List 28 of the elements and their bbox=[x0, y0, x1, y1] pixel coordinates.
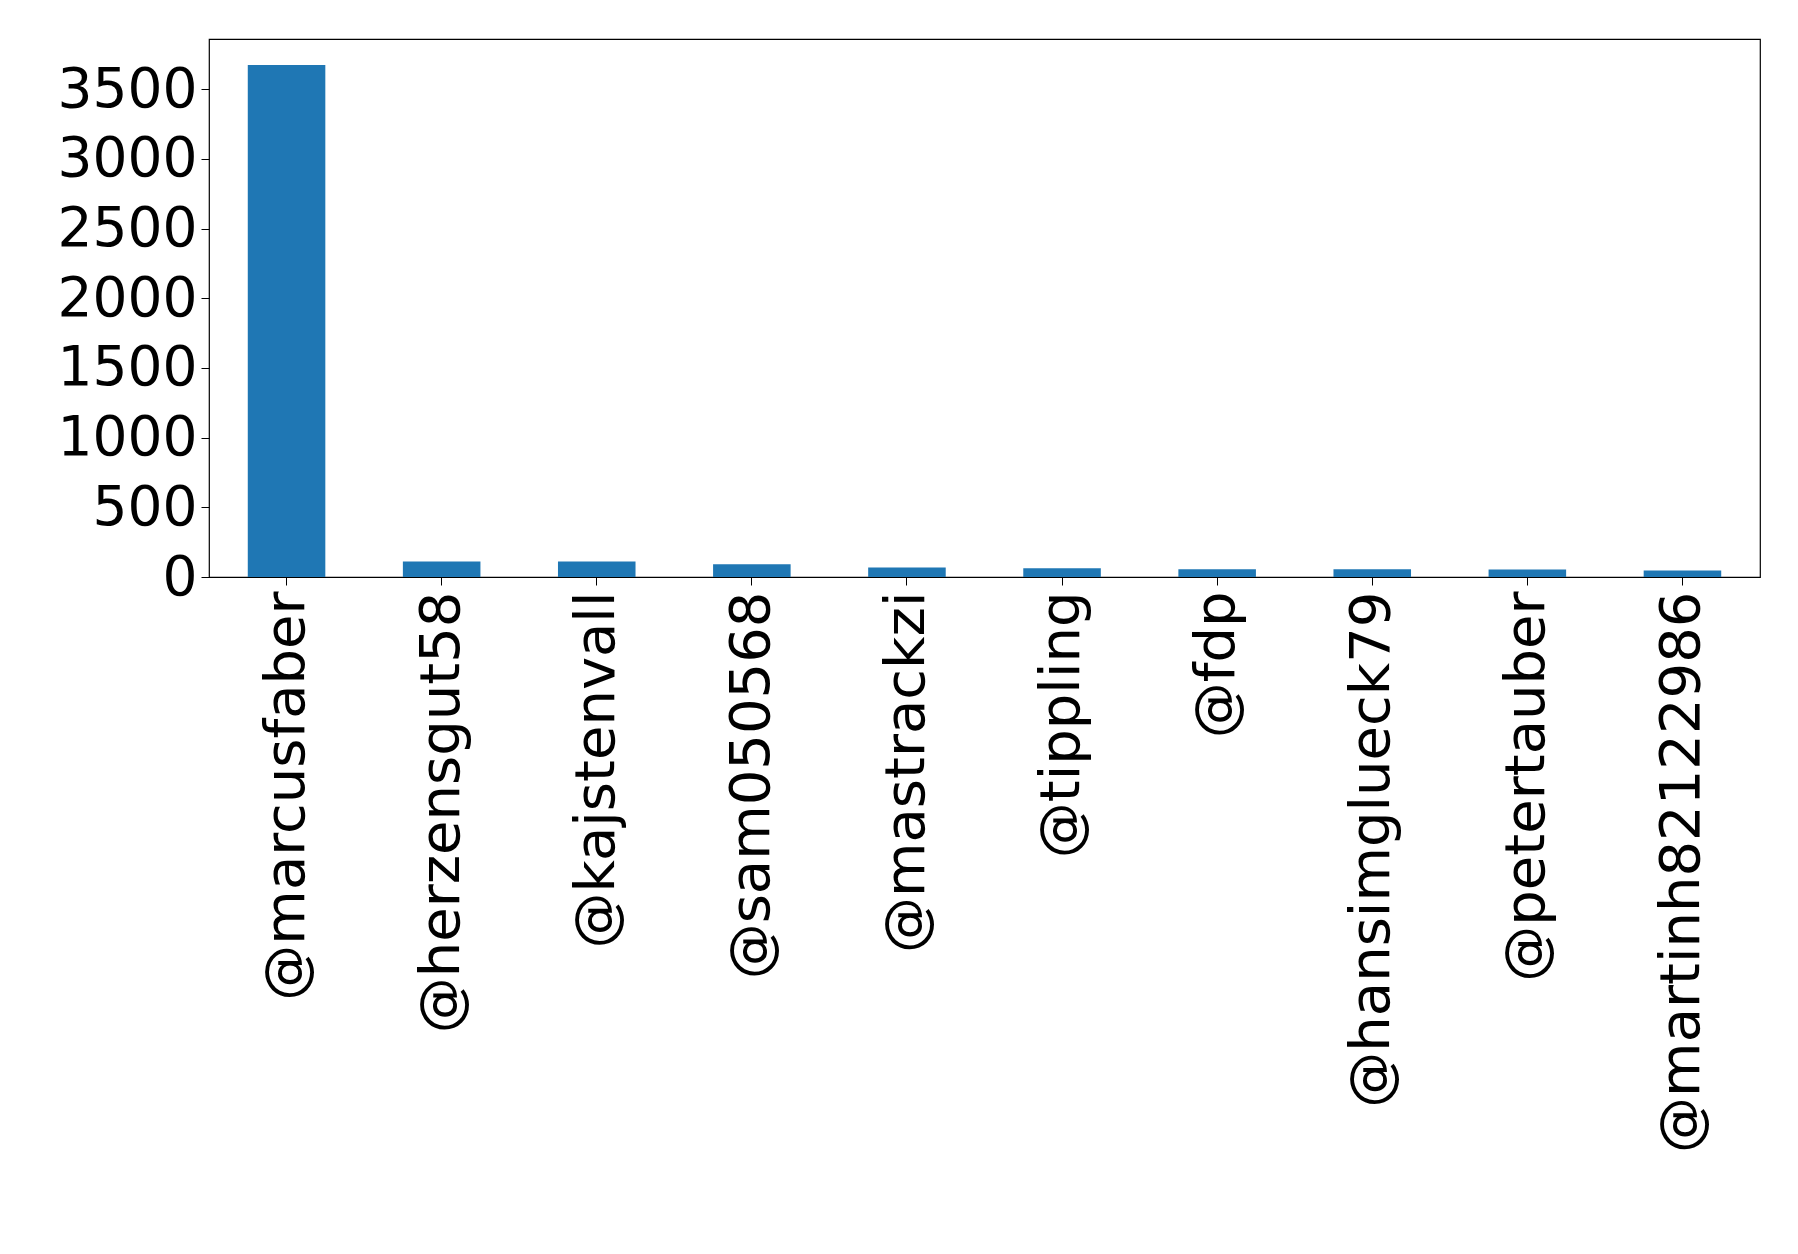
bar bbox=[1178, 569, 1256, 577]
x-tick-label: @herzensgut58 bbox=[406, 591, 472, 1034]
y-tick-label: 1000 bbox=[57, 404, 198, 469]
bar bbox=[868, 567, 946, 577]
x-tick-label: @tippling bbox=[1027, 591, 1093, 859]
x-tick-label: @kajstenvall bbox=[561, 591, 627, 949]
y-tick-label: 0 bbox=[162, 543, 198, 608]
y-tick-label: 2500 bbox=[57, 195, 198, 260]
x-tick-label: @petertauber bbox=[1492, 590, 1558, 982]
y-tick-label: 500 bbox=[92, 473, 198, 538]
x-tick-label: @marcusfaber bbox=[251, 590, 317, 1001]
y-tick-label: 3000 bbox=[57, 125, 198, 190]
x-tick-label: @fdp bbox=[1182, 591, 1248, 739]
y-tick-label: 1500 bbox=[57, 334, 198, 399]
x-tick-label: @hansimglueck79 bbox=[1337, 591, 1403, 1108]
x-tick-label: @sam050568 bbox=[716, 591, 782, 980]
bar bbox=[1023, 568, 1101, 577]
bar bbox=[713, 564, 791, 577]
bar bbox=[1488, 569, 1567, 577]
y-tick-label: 3500 bbox=[57, 55, 198, 120]
bar bbox=[1643, 570, 1722, 577]
bar bbox=[402, 561, 481, 577]
y-tick-label: 2000 bbox=[57, 264, 198, 329]
x-tick-label: @martinh82122986 bbox=[1647, 591, 1713, 1153]
x-tick-label: @mastrackzi bbox=[871, 591, 937, 954]
bar bbox=[1333, 569, 1412, 577]
bar bbox=[247, 64, 326, 577]
bar bbox=[557, 561, 636, 577]
